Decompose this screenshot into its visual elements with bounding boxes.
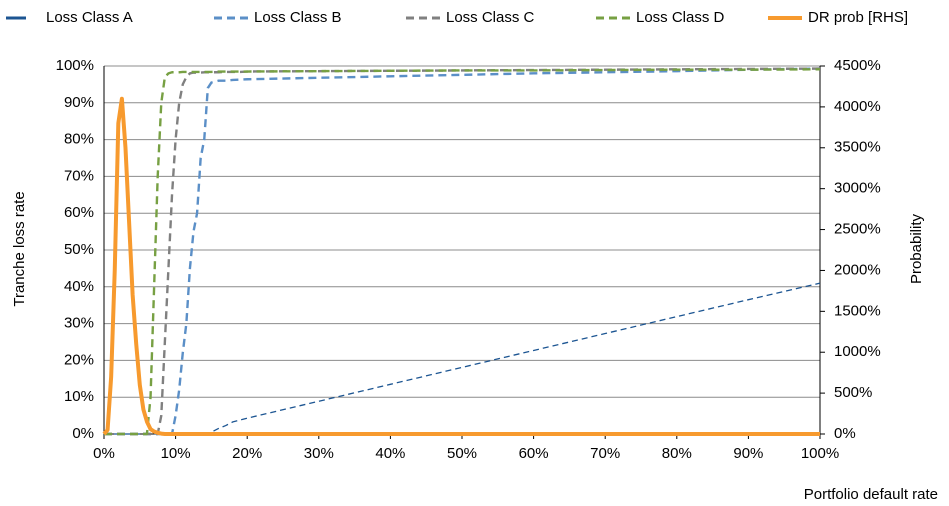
series-line — [104, 67, 821, 436]
y2-tick-label: 4000% — [834, 98, 881, 115]
x-tick-label: 20% — [232, 445, 262, 462]
y-axis-title: Tranche loss rate — [11, 191, 28, 306]
legend-label: Loss Class B — [254, 9, 342, 26]
y-tick-label: 80% — [64, 131, 94, 148]
y2-tick-label: 2500% — [834, 221, 881, 238]
y2-tick-label: 0% — [834, 425, 856, 442]
y-tick-label: 20% — [64, 351, 94, 368]
x-tick-label: 80% — [662, 445, 692, 462]
series-line — [104, 67, 821, 436]
y-tick-label: 70% — [64, 167, 94, 184]
y2-axis-title: Probability — [908, 213, 925, 284]
y-tick-label: 10% — [64, 388, 94, 405]
y2-tick-label: 4500% — [834, 57, 881, 74]
y-tick-label: 50% — [64, 241, 94, 258]
legend-label: Loss Class D — [636, 9, 725, 26]
y2-tick-label: 3500% — [834, 139, 881, 156]
x-tick-label: 0% — [93, 445, 115, 462]
y-tick-label: 40% — [64, 278, 94, 295]
y-tick-label: 30% — [64, 315, 94, 332]
x-tick-label: 10% — [161, 445, 191, 462]
legend-label: DR prob [RHS] — [808, 9, 908, 26]
y-tick-label: 0% — [72, 425, 94, 442]
x-tick-label: 50% — [447, 445, 477, 462]
series-line — [104, 282, 821, 435]
y2-tick-label: 3000% — [834, 180, 881, 197]
legend-label: Loss Class A — [46, 9, 133, 26]
series-line — [102, 96, 820, 436]
y2-tick-label: 2000% — [834, 261, 881, 278]
x-axis-title: Portfolio default rate — [804, 486, 938, 503]
legend-label: Loss Class C — [446, 9, 535, 26]
x-tick-label: 90% — [733, 445, 763, 462]
y-tick-label: 100% — [56, 57, 94, 74]
y2-tick-label: 1500% — [834, 302, 881, 319]
series-line — [104, 68, 821, 436]
y-tick-label: 90% — [64, 94, 94, 111]
x-tick-label: 30% — [304, 445, 334, 462]
x-tick-label: 70% — [590, 445, 620, 462]
y2-tick-label: 1000% — [834, 343, 881, 360]
x-tick-label: 40% — [375, 445, 405, 462]
x-tick-label: 60% — [519, 445, 549, 462]
x-tick-label: 100% — [801, 445, 839, 462]
y2-tick-label: 500% — [834, 384, 872, 401]
y-tick-label: 60% — [64, 204, 94, 221]
